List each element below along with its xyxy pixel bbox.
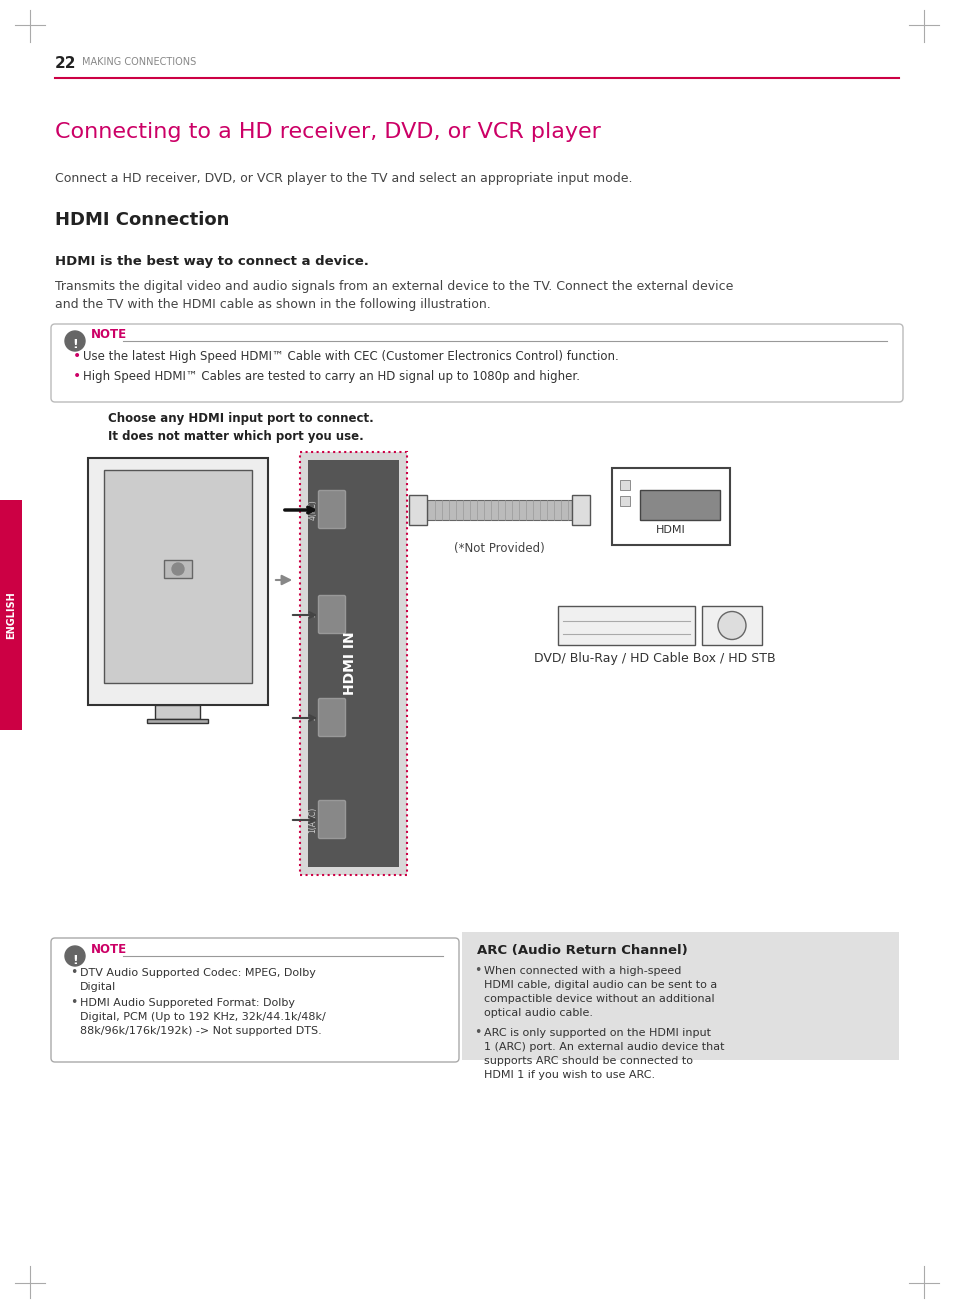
- Bar: [572, 494, 589, 525]
- Circle shape: [172, 562, 184, 576]
- Circle shape: [65, 331, 85, 351]
- Text: •: •: [70, 967, 77, 978]
- Bar: [619, 480, 629, 490]
- Text: •: •: [73, 369, 81, 383]
- Text: HDMI: HDMI: [656, 525, 685, 535]
- Text: NOTE: NOTE: [91, 328, 127, 341]
- Bar: [461, 933, 898, 1059]
- Bar: [619, 496, 629, 506]
- FancyBboxPatch shape: [299, 453, 407, 875]
- Text: (*Not Provided): (*Not Provided): [454, 542, 544, 555]
- Text: Transmits the digital video and audio signals from an external device to the TV.: Transmits the digital video and audio si…: [55, 280, 733, 293]
- Text: When connected with a high-speed: When connected with a high-speed: [483, 967, 680, 976]
- FancyBboxPatch shape: [51, 324, 902, 402]
- Bar: [639, 490, 720, 521]
- Text: Connecting to a HD receiver, DVD, or VCR player: Connecting to a HD receiver, DVD, or VCR…: [55, 122, 600, 143]
- Text: HDMI Connection: HDMI Connection: [55, 211, 229, 229]
- Text: 2: 2: [308, 715, 317, 721]
- Text: !: !: [72, 339, 78, 352]
- Text: ARC is only supported on the HDMI input: ARC is only supported on the HDMI input: [483, 1028, 710, 1039]
- Bar: [308, 460, 398, 867]
- Bar: [88, 458, 268, 705]
- Text: compactible device without an additional: compactible device without an additional: [483, 994, 714, 1005]
- Bar: [154, 705, 200, 719]
- Bar: [0, 500, 22, 730]
- Text: and the TV with the HDMI cable as shown in the following illustration.: and the TV with the HDMI cable as shown …: [55, 298, 490, 311]
- Text: •: •: [70, 995, 77, 1008]
- Bar: [427, 500, 572, 521]
- Text: 1(ARC): 1(ARC): [308, 807, 317, 833]
- Text: •: •: [73, 349, 81, 364]
- Circle shape: [65, 946, 85, 967]
- Text: 4(PC): 4(PC): [308, 500, 317, 521]
- Bar: [558, 606, 695, 645]
- Text: 1 (ARC) port. An external audio device that: 1 (ARC) port. An external audio device t…: [483, 1042, 723, 1052]
- FancyBboxPatch shape: [318, 490, 345, 528]
- Text: Use the latest High Speed HDMI™ Cable with CEC (Customer Electronics Control) fu: Use the latest High Speed HDMI™ Cable wi…: [83, 351, 618, 364]
- Text: HDMI Audio Supporeted Format: Dolby: HDMI Audio Supporeted Format: Dolby: [80, 998, 294, 1008]
- Text: HDMI 1 if you wish to use ARC.: HDMI 1 if you wish to use ARC.: [483, 1070, 655, 1080]
- Text: 22: 22: [55, 56, 76, 71]
- Text: DVD/ Blu-Ray / HD Cable Box / HD STB: DVD/ Blu-Ray / HD Cable Box / HD STB: [534, 651, 775, 664]
- Text: Digital, PCM (Up to 192 KHz, 32k/44.1k/48k/: Digital, PCM (Up to 192 KHz, 32k/44.1k/4…: [80, 1012, 325, 1022]
- Text: NOTE: NOTE: [91, 943, 127, 956]
- Text: DTV Audio Supported Codec: MPEG, Dolby: DTV Audio Supported Codec: MPEG, Dolby: [80, 968, 315, 978]
- Bar: [164, 560, 192, 578]
- Bar: [104, 470, 252, 683]
- Text: ENGLISH: ENGLISH: [6, 591, 16, 638]
- FancyBboxPatch shape: [318, 595, 345, 633]
- Text: supports ARC should be connected to: supports ARC should be connected to: [483, 1056, 692, 1066]
- FancyBboxPatch shape: [318, 800, 345, 838]
- Text: •: •: [474, 964, 481, 977]
- Text: HDMI cable, digital audio can be sent to a: HDMI cable, digital audio can be sent to…: [483, 980, 717, 990]
- Text: 3: 3: [308, 612, 317, 617]
- Text: High Speed HDMI™ Cables are tested to carry an HD signal up to 1080p and higher.: High Speed HDMI™ Cables are tested to ca…: [83, 370, 579, 383]
- Text: MAKING CONNECTIONS: MAKING CONNECTIONS: [82, 58, 196, 67]
- Circle shape: [718, 612, 745, 640]
- Text: Connect a HD receiver, DVD, or VCR player to the TV and select an appropriate in: Connect a HD receiver, DVD, or VCR playe…: [55, 171, 632, 184]
- Text: Choose any HDMI input port to connect.: Choose any HDMI input port to connect.: [108, 412, 374, 425]
- FancyBboxPatch shape: [51, 938, 458, 1062]
- Bar: [147, 719, 208, 723]
- Bar: [612, 468, 729, 545]
- Text: HDMI is the best way to connect a device.: HDMI is the best way to connect a device…: [55, 255, 369, 268]
- Text: •: •: [474, 1025, 481, 1039]
- Text: It does not matter which port you use.: It does not matter which port you use.: [108, 430, 363, 443]
- Text: 88k/96k/176k/192k) -> Not supported DTS.: 88k/96k/176k/192k) -> Not supported DTS.: [80, 1025, 321, 1036]
- Bar: [701, 606, 761, 645]
- Text: !: !: [72, 954, 78, 967]
- Text: Digital: Digital: [80, 982, 116, 991]
- Text: optical audio cable.: optical audio cable.: [483, 1008, 593, 1018]
- FancyBboxPatch shape: [318, 698, 345, 736]
- Bar: [409, 494, 427, 525]
- Text: ARC (Audio Return Channel): ARC (Audio Return Channel): [476, 944, 687, 957]
- Text: HDMI IN: HDMI IN: [343, 632, 357, 696]
